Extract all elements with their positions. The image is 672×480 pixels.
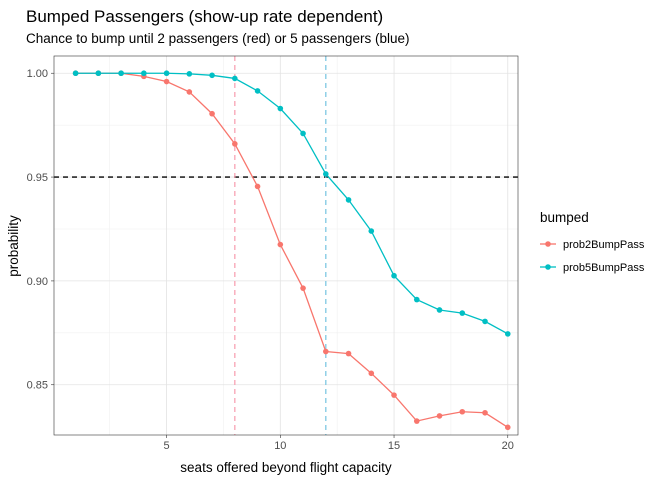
plot-border: [53, 55, 519, 436]
plot-area: [53, 55, 519, 436]
data-point-prob5BumpPass: [186, 71, 193, 77]
x-axis-ticks: 5 10 15 20: [164, 435, 514, 452]
data-point-prob5BumpPass: [163, 70, 170, 77]
series-line-prob2BumpPass: [75, 72, 509, 428]
data-point-prob2BumpPass: [345, 350, 352, 357]
data-point-prob2BumpPass: [482, 409, 488, 416]
y-axis-title: probability: [6, 215, 21, 277]
data-point-prob2BumpPass: [232, 141, 238, 147]
legend-key-point: [545, 241, 551, 247]
data-point-prob5BumpPass: [118, 70, 124, 77]
data-point-prob2BumpPass: [277, 241, 284, 248]
legend-label: prob2BumpPass: [563, 239, 645, 251]
y-tick-label: 0.85: [27, 380, 48, 392]
data-point-prob2BumpPass: [368, 370, 375, 377]
series-prob5BumpPass: [72, 70, 511, 337]
reference-lines: [54, 56, 518, 435]
data-point-prob2BumpPass: [391, 392, 397, 398]
series-layer: [72, 70, 511, 431]
grid-minor: [54, 56, 518, 435]
chart-subtitle: Chance to bump until 2 passengers (red) …: [26, 31, 409, 46]
data-point-prob5BumpPass: [413, 296, 420, 303]
x-tick-label: 20: [502, 440, 514, 452]
x-axis-title: seats offered beyond flight capacity: [180, 460, 392, 475]
data-point-prob5BumpPass: [141, 70, 147, 77]
y-tick-label: 1.00: [27, 68, 48, 80]
data-point-prob2BumpPass: [436, 413, 443, 419]
data-point-prob2BumpPass: [163, 78, 170, 85]
data-point-prob5BumpPass: [345, 197, 352, 203]
data-point-prob5BumpPass: [300, 130, 306, 137]
data-point-prob2BumpPass: [209, 110, 215, 117]
legend-label: prob5BumpPass: [563, 262, 645, 274]
chart-title: Bumped Passengers (show-up rate dependen…: [26, 7, 383, 26]
data-point-prob2BumpPass: [186, 89, 193, 95]
data-point-prob5BumpPass: [232, 75, 238, 82]
data-point-prob5BumpPass: [368, 228, 375, 234]
data-point-prob2BumpPass: [323, 348, 329, 355]
y-axis-ticks: 0.85 0.90 0.95 1.00: [27, 68, 54, 392]
x-tick-label: 5: [164, 440, 170, 452]
x-tick-label: 10: [274, 440, 286, 452]
data-point-prob5BumpPass: [391, 272, 397, 279]
data-point-prob5BumpPass: [277, 105, 284, 112]
data-point-prob5BumpPass: [209, 72, 215, 79]
data-point-prob2BumpPass: [504, 424, 511, 431]
y-tick-label: 0.90: [27, 276, 48, 288]
y-tick-label: 0.95: [27, 172, 48, 184]
legend-items: prob2BumpPass prob5BumpPass: [540, 239, 645, 274]
data-point-prob2BumpPass: [254, 183, 261, 190]
legend: bumped prob2BumpPass prob5BumpPass: [540, 210, 645, 274]
legend-title: bumped: [540, 210, 589, 225]
data-point-prob5BumpPass: [482, 318, 488, 325]
legend-item-prob5BumpPass: prob5BumpPass: [540, 262, 645, 274]
data-point-prob2BumpPass: [459, 408, 466, 415]
data-point-prob5BumpPass: [323, 171, 329, 177]
legend-key-point: [545, 264, 551, 270]
data-point-prob5BumpPass: [72, 70, 79, 77]
legend-item-prob2BumpPass: prob2BumpPass: [540, 239, 645, 251]
x-tick-label: 15: [388, 440, 400, 452]
data-point-prob5BumpPass: [254, 88, 261, 94]
data-point-prob5BumpPass: [504, 331, 511, 337]
grid-major: [54, 56, 518, 435]
data-point-prob5BumpPass: [436, 307, 443, 313]
plot-background: [54, 56, 518, 435]
series-line-prob5BumpPass: [75, 72, 509, 335]
data-point-prob2BumpPass: [300, 285, 306, 291]
data-point-prob2BumpPass: [413, 418, 420, 424]
data-point-prob5BumpPass: [459, 310, 466, 316]
data-point-prob5BumpPass: [95, 70, 102, 77]
